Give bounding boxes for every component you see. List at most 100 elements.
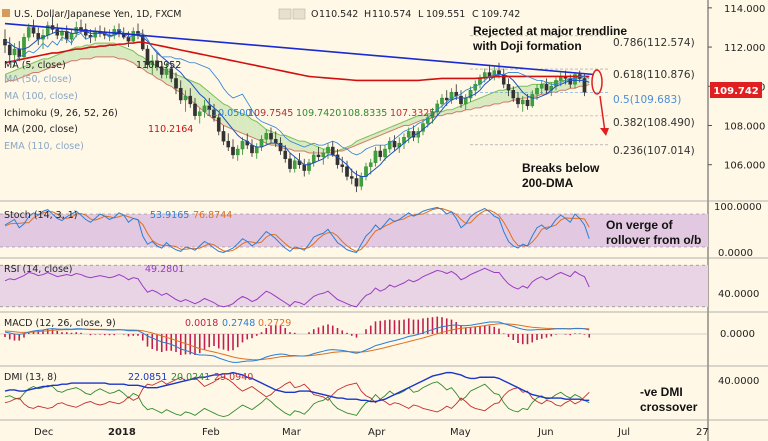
candle (164, 68, 169, 75)
candle (468, 89, 473, 99)
legend-ma5: MA (5, close) (4, 60, 66, 71)
candle (440, 97, 444, 105)
candle (459, 95, 463, 105)
legend-dmi: DMI (13, 8) (4, 372, 57, 383)
ohlc-l-label: L (418, 9, 424, 20)
candle (535, 88, 539, 95)
cloud-segment (309, 143, 314, 153)
stoch-tick-0: 0.0000 (718, 248, 753, 259)
candle (506, 84, 511, 91)
cloud-segment (14, 68, 20, 81)
cloud-segment (494, 90, 499, 104)
cloud-segment (5, 72, 10, 83)
cloud-segment (185, 78, 191, 100)
candle (387, 140, 392, 150)
candle (254, 146, 259, 154)
overlay-legends: MA (5, close) 110.0952 MA (50, close) MA… (4, 60, 435, 152)
senkou-a-line (4, 42, 590, 152)
cloud-segment (233, 109, 238, 132)
cloud-segment (28, 62, 34, 75)
cloud-segment (66, 49, 72, 63)
fib-label-0618: 0.618(110.876) (613, 69, 695, 81)
ohlc-l-value: 109.551 (426, 9, 465, 20)
breakdown-arrow (599, 95, 609, 136)
cloud-segment (100, 43, 105, 57)
x-tick-27: 27 (696, 427, 709, 438)
legend-ichimoku-v2: 109.7545 (248, 108, 293, 119)
candle (473, 84, 478, 91)
header-controls[interactable] (278, 8, 306, 20)
fib-label-0786: 0.786(112.574) (613, 37, 695, 49)
senkou-b-line (4, 56, 590, 154)
header-legend: U.S. Dollar/Japanese Yen, 1D, FXCM O 110… (2, 8, 520, 20)
legend-dmi-v1: 22.0851 (128, 372, 167, 383)
candle (321, 152, 326, 158)
cloud-segment (24, 64, 29, 77)
stoch-d-line (4, 208, 590, 252)
legend-stoch-d: 76.8744 (193, 210, 232, 221)
cloud-segment (133, 50, 138, 67)
cloud-segment (242, 113, 248, 136)
fib-label-05: 0.5(109.683) (613, 94, 681, 106)
candle (231, 146, 235, 156)
price-tick-1: 112.000 (724, 43, 765, 54)
annotation-rejected-1: Rejected at major trendline (473, 24, 627, 38)
indicator-legends: Stoch (14, 3, 1) 53.9165 76.8744 RSI (14… (4, 210, 291, 383)
annotation-stoch-2: rollover from o/b (606, 233, 701, 247)
candle (79, 27, 83, 30)
cloud-segment (304, 141, 309, 153)
stoch-k-line (4, 206, 590, 254)
cloud-segment (252, 119, 257, 140)
candle (193, 103, 197, 116)
candle (188, 95, 193, 105)
cloud-segment (470, 100, 476, 110)
rsi-line (4, 267, 590, 308)
candle (373, 150, 378, 163)
adx-line (4, 371, 590, 403)
candle (283, 150, 288, 160)
candle (178, 88, 183, 101)
candle (273, 139, 278, 144)
fib-label-0236: 0.236(107.014) (613, 145, 695, 157)
dmi-tick-40: 40.0000 (718, 376, 759, 387)
annotation-breaks-1: Breaks below (522, 161, 600, 175)
x-tick-jul: Jul (617, 427, 630, 438)
cloud-segment (503, 88, 509, 102)
rsi-tick-40: 40.0000 (718, 289, 759, 300)
cloud-segment (294, 139, 300, 151)
legend-ichimoku-v1: 110.0500 (206, 108, 251, 119)
candle (197, 111, 202, 116)
annotation-rejected-2: with Doji formation (472, 39, 582, 53)
cloud-segment (33, 60, 39, 73)
candle (345, 166, 349, 177)
stoch-band (0, 214, 708, 247)
legend-ichimoku: Ichimoku (9, 26, 52, 26) (4, 108, 118, 119)
annotation-stoch-1: On verge of (606, 218, 674, 232)
cloud-segment (499, 90, 504, 104)
legend-rsi-value: 49.2801 (145, 264, 184, 275)
minus-di-line (4, 376, 590, 413)
cloud-segment (43, 58, 48, 71)
cloud-segment (52, 54, 58, 67)
candle (212, 109, 216, 118)
cloud-segment (195, 82, 200, 108)
candle (530, 93, 535, 107)
candle (378, 150, 383, 158)
candle (22, 37, 26, 58)
macd-tick-0: 0.0000 (720, 329, 755, 340)
ohlc-h-label: H (364, 9, 371, 20)
candle (497, 70, 501, 75)
ohlc-o-value: 110.542 (319, 9, 358, 20)
candle (259, 139, 264, 148)
cloud-segment (114, 43, 119, 59)
candle (406, 131, 411, 138)
legend-ichimoku-v3: 109.7420 (296, 108, 341, 119)
doji-highlight (591, 69, 603, 95)
major-trendline (4, 22, 595, 76)
svg-text:109.742: 109.742 (713, 86, 759, 97)
candle (520, 99, 525, 105)
cloud-segment (76, 47, 81, 61)
candle (221, 131, 226, 142)
candle (69, 33, 74, 40)
